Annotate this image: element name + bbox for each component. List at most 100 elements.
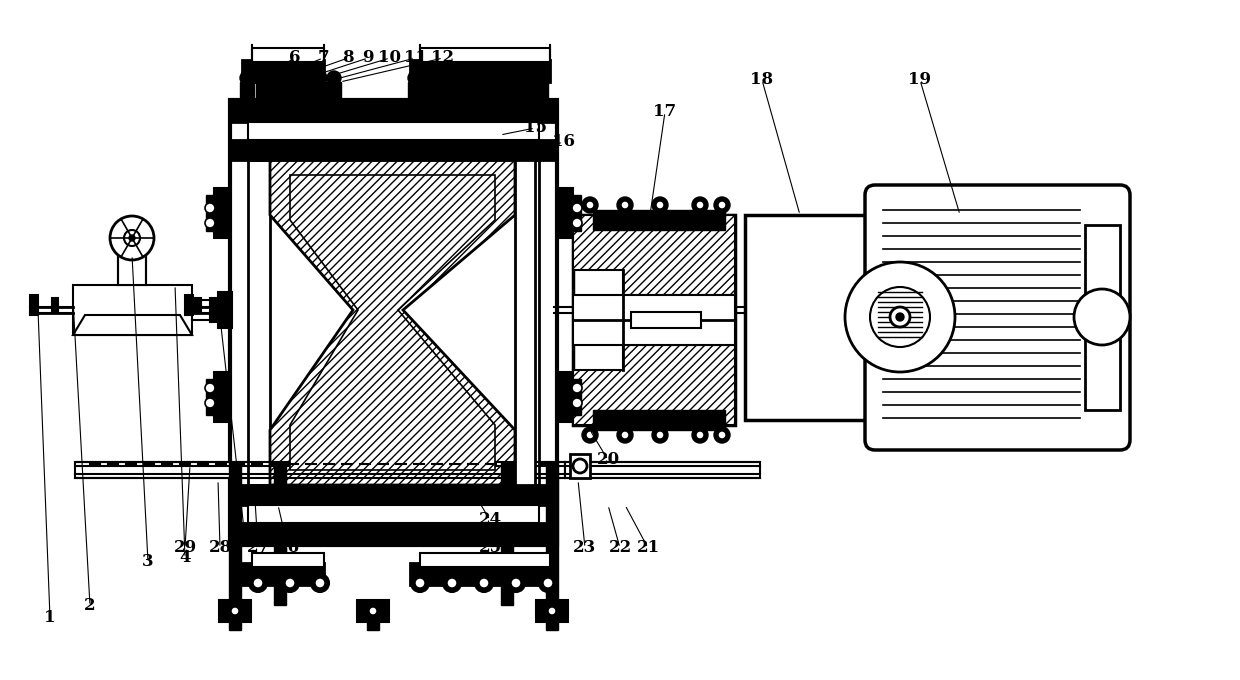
Bar — [422, 82, 436, 100]
Bar — [557, 372, 573, 422]
Bar — [631, 312, 701, 328]
Text: 18: 18 — [750, 71, 774, 88]
Circle shape — [422, 71, 436, 85]
Bar — [272, 82, 285, 100]
Circle shape — [870, 287, 930, 347]
Polygon shape — [73, 285, 192, 335]
Text: 4: 4 — [180, 549, 191, 566]
Bar — [517, 160, 539, 485]
Bar — [210, 298, 218, 322]
Bar — [185, 295, 193, 315]
Circle shape — [311, 574, 329, 592]
Bar — [557, 188, 573, 238]
Bar — [501, 462, 513, 605]
Circle shape — [548, 607, 556, 615]
Text: 11: 11 — [403, 50, 427, 67]
Circle shape — [714, 197, 730, 213]
Polygon shape — [573, 215, 735, 295]
Text: 28: 28 — [208, 539, 232, 556]
Bar — [506, 82, 520, 100]
Bar — [745, 215, 870, 420]
Polygon shape — [73, 315, 192, 335]
Circle shape — [205, 398, 215, 408]
Bar — [195, 298, 201, 312]
Bar — [242, 60, 324, 82]
Circle shape — [415, 578, 425, 588]
Circle shape — [285, 578, 295, 588]
Circle shape — [365, 602, 382, 620]
Bar — [252, 48, 324, 62]
Circle shape — [621, 431, 629, 439]
Circle shape — [656, 431, 663, 439]
Circle shape — [205, 203, 215, 213]
Bar — [492, 82, 506, 100]
Text: 20: 20 — [596, 452, 620, 469]
Circle shape — [241, 71, 254, 85]
Circle shape — [285, 71, 299, 85]
Bar — [229, 485, 557, 505]
Circle shape — [897, 313, 904, 321]
Text: 10: 10 — [378, 50, 402, 67]
Polygon shape — [593, 410, 725, 430]
Bar — [215, 188, 229, 238]
Text: 19: 19 — [909, 71, 931, 88]
Circle shape — [692, 427, 708, 443]
Circle shape — [573, 459, 587, 473]
Bar — [248, 505, 539, 523]
Text: 24: 24 — [479, 511, 501, 528]
Bar — [410, 563, 551, 585]
Bar — [229, 462, 241, 605]
Circle shape — [587, 431, 594, 439]
Circle shape — [255, 71, 270, 85]
Bar — [118, 255, 146, 285]
Bar — [74, 462, 565, 478]
Bar — [206, 379, 215, 415]
Circle shape — [506, 71, 520, 85]
Bar — [218, 292, 232, 328]
Text: 2: 2 — [84, 598, 95, 615]
Circle shape — [299, 71, 312, 85]
Text: 26: 26 — [277, 539, 300, 556]
Circle shape — [618, 427, 632, 443]
Bar — [229, 100, 557, 545]
Bar — [477, 82, 492, 100]
Circle shape — [572, 383, 582, 393]
Circle shape — [520, 71, 534, 85]
Bar — [312, 82, 327, 100]
Circle shape — [718, 431, 725, 439]
Circle shape — [446, 578, 458, 588]
Circle shape — [656, 201, 663, 209]
Text: 17: 17 — [653, 103, 677, 120]
Circle shape — [844, 262, 955, 372]
Circle shape — [464, 71, 477, 85]
Polygon shape — [593, 210, 725, 230]
Circle shape — [507, 574, 525, 592]
Circle shape — [621, 201, 629, 209]
Circle shape — [281, 574, 299, 592]
Text: 7: 7 — [317, 50, 329, 67]
Circle shape — [436, 71, 450, 85]
Text: 15: 15 — [523, 120, 547, 137]
Bar — [242, 563, 324, 585]
Text: 23: 23 — [573, 539, 596, 556]
Circle shape — [226, 602, 244, 620]
Circle shape — [692, 197, 708, 213]
Bar — [515, 160, 534, 485]
Circle shape — [205, 218, 215, 228]
Circle shape — [652, 197, 668, 213]
Bar — [536, 600, 568, 622]
Bar — [367, 622, 379, 630]
Circle shape — [511, 578, 521, 588]
Text: 3: 3 — [143, 554, 154, 571]
Circle shape — [890, 307, 910, 327]
Text: 12: 12 — [432, 50, 455, 67]
Bar — [573, 295, 735, 345]
Bar — [408, 82, 422, 100]
Polygon shape — [270, 160, 515, 485]
Circle shape — [587, 201, 594, 209]
Circle shape — [315, 578, 325, 588]
Circle shape — [539, 574, 557, 592]
Bar — [534, 82, 548, 100]
Bar — [229, 523, 557, 545]
Bar — [229, 140, 557, 160]
